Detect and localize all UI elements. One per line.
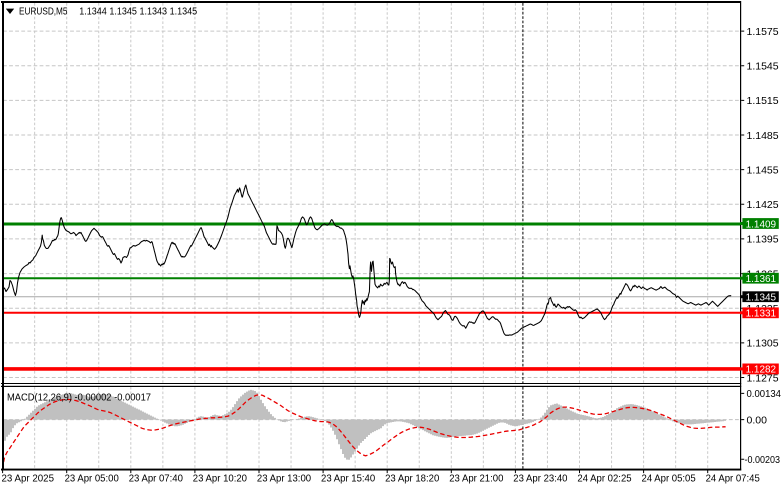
svg-text:24 Apr 05:05: 24 Apr 05:05 [642,472,696,484]
svg-text:24 Apr 02:25: 24 Apr 02:25 [577,472,631,484]
svg-text:23 Apr 15:40: 23 Apr 15:40 [321,472,375,484]
svg-text:24 Apr 07:45: 24 Apr 07:45 [706,472,760,484]
svg-text:1.1425: 1.1425 [747,199,779,211]
svg-text:1.1344 1.1345 1.1343 1.1345: 1.1344 1.1345 1.1343 1.1345 [79,7,197,18]
svg-text:1.1515: 1.1515 [747,95,779,107]
svg-text:1.1455: 1.1455 [747,164,779,176]
svg-text:23 Apr 23:40: 23 Apr 23:40 [513,472,567,484]
svg-text:23 Apr 2025: 23 Apr 2025 [2,472,55,484]
svg-text:1.1485: 1.1485 [747,130,779,142]
svg-text:1.1305: 1.1305 [747,338,779,350]
svg-text:23 Apr 18:20: 23 Apr 18:20 [385,472,439,484]
svg-text:1.1409: 1.1409 [746,218,777,230]
svg-text:1.1395: 1.1395 [747,234,779,246]
svg-text:-0.00203: -0.00203 [745,454,781,466]
svg-text:EURUSD,M5: EURUSD,M5 [19,7,68,18]
svg-text:1.1345: 1.1345 [746,292,777,304]
svg-text:0.00134: 0.00134 [747,388,781,400]
svg-text:23 Apr 13:00: 23 Apr 13:00 [257,472,311,484]
svg-text:23 Apr 21:00: 23 Apr 21:00 [449,472,503,484]
svg-text:MACD(12,26,9) -0.00002 -0.0001: MACD(12,26,9) -0.00002 -0.00017 [7,391,151,403]
svg-text:1.1361: 1.1361 [746,273,777,285]
svg-text:1.1282: 1.1282 [746,364,777,376]
svg-text:1.1545: 1.1545 [747,61,779,73]
svg-text:23 Apr 05:00: 23 Apr 05:00 [65,472,119,484]
svg-text:1.1331: 1.1331 [746,308,777,320]
svg-text:0.00: 0.00 [747,414,768,426]
svg-text:1.1575: 1.1575 [747,26,779,38]
svg-text:23 Apr 10:20: 23 Apr 10:20 [193,472,247,484]
svg-text:23 Apr 07:40: 23 Apr 07:40 [129,472,183,484]
